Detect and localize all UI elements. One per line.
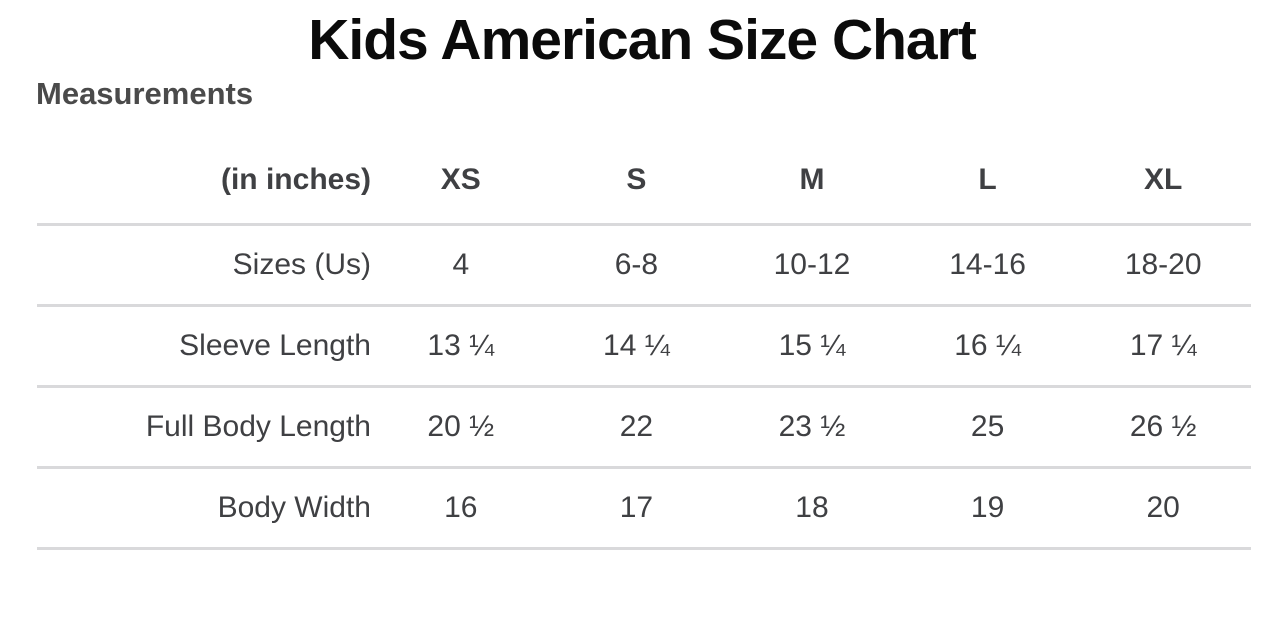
cell-bodywidth-xs: 16 [373,467,549,551]
row-label: Sleeve Length [37,305,373,389]
cell-sizes-l: 14-16 [899,224,1076,308]
row-label: Full Body Length [37,386,373,470]
measurements-heading: Measurements [36,75,254,111]
header-row: (in inches) XS S M L XL [37,137,1251,227]
cell-fullbody-xl: 26 ½ [1075,386,1251,470]
unit-header: (in inches) [37,137,373,227]
size-chart-table: (in inches) XS S M L XL Sizes (Us) 4 6-8… [37,137,1251,551]
col-header-m: M [724,137,900,227]
cell-fullbody-s: 22 [548,386,725,470]
row-label: Body Width [37,467,373,551]
cell-fullbody-xs: 20 ½ [373,386,549,470]
table-body: Sizes (Us) 4 6-8 10-12 14-16 18-20 Sleev… [37,224,1251,551]
table-row-body-width: Body Width 16 17 18 19 20 [37,467,1251,551]
table-row-sleeve-length: Sleeve Length 13 ¼ 14 ¼ 15 ¼ 16 ¼ 17 ¼ [37,305,1251,389]
cell-sleeve-xl: 17 ¼ [1075,305,1251,389]
cell-sizes-s: 6-8 [548,224,725,308]
cell-sleeve-xs: 13 ¼ [373,305,549,389]
cell-sleeve-s: 14 ¼ [548,305,725,389]
page-title: Kids American Size Chart [308,8,977,72]
table-row-full-body-length: Full Body Length 20 ½ 22 23 ½ 25 26 ½ [37,386,1251,470]
cell-bodywidth-s: 17 [548,467,725,551]
cell-fullbody-l: 25 [899,386,1076,470]
cell-bodywidth-l: 19 [899,467,1076,551]
cell-sleeve-m: 15 ¼ [724,305,900,389]
col-header-xs: XS [373,137,549,227]
row-label: Sizes (Us) [37,224,373,308]
col-header-xl: XL [1075,137,1251,227]
cell-sizes-xs: 4 [373,224,549,308]
col-header-l: L [899,137,1076,227]
cell-bodywidth-m: 18 [724,467,900,551]
cell-sleeve-l: 16 ¼ [899,305,1076,389]
table-header: (in inches) XS S M L XL [37,137,1251,227]
cell-fullbody-m: 23 ½ [724,386,900,470]
cell-sizes-xl: 18-20 [1075,224,1251,308]
cell-sizes-m: 10-12 [724,224,900,308]
col-header-s: S [548,137,725,227]
table-row-sizes-us: Sizes (Us) 4 6-8 10-12 14-16 18-20 [37,224,1251,308]
cell-bodywidth-xl: 20 [1075,467,1251,551]
